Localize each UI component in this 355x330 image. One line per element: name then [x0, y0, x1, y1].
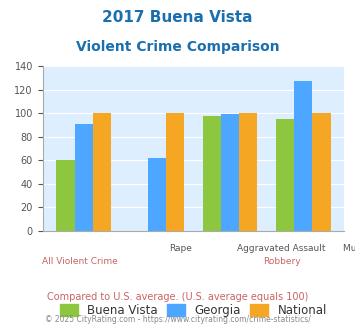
Bar — [221, 114, 239, 231]
Bar — [148, 158, 166, 231]
Bar — [166, 113, 184, 231]
Bar — [276, 119, 294, 231]
Text: Robbery: Robbery — [263, 257, 300, 266]
Text: Rape: Rape — [169, 244, 192, 253]
Text: 2017 Buena Vista: 2017 Buena Vista — [102, 10, 253, 25]
Bar — [75, 124, 93, 231]
Bar — [312, 113, 331, 231]
Bar — [239, 113, 257, 231]
Bar — [56, 160, 75, 231]
Text: Violent Crime Comparison: Violent Crime Comparison — [76, 40, 279, 53]
Text: © 2025 CityRating.com - https://www.cityrating.com/crime-statistics/: © 2025 CityRating.com - https://www.city… — [45, 315, 310, 324]
Bar — [203, 115, 221, 231]
Bar — [93, 113, 111, 231]
Bar — [294, 81, 312, 231]
Text: Murder & Mans...: Murder & Mans... — [343, 244, 355, 253]
Text: Aggravated Assault: Aggravated Assault — [237, 244, 326, 253]
Text: All Violent Crime: All Violent Crime — [43, 257, 118, 266]
Legend: Buena Vista, Georgia, National: Buena Vista, Georgia, National — [55, 300, 332, 322]
Text: Compared to U.S. average. (U.S. average equals 100): Compared to U.S. average. (U.S. average … — [47, 292, 308, 302]
